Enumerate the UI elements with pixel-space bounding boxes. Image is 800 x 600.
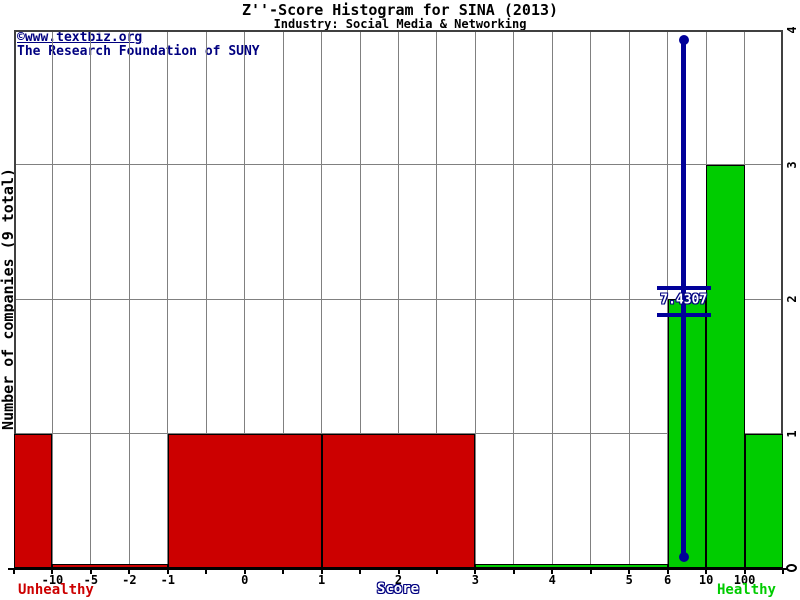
x-tick-label: 5: [625, 573, 633, 587]
histogram-bar-unhealthy: [52, 564, 168, 568]
x-axis-tick: [512, 570, 515, 574]
x-axis-tick: [589, 570, 592, 574]
score-marker-bottom-dot: [678, 552, 689, 562]
x-tick-label: -2: [122, 573, 137, 587]
histogram-bar-healthy: [667, 299, 707, 568]
x-axis-tick: [13, 570, 15, 574]
x-axis-tick: [51, 570, 54, 574]
x-axis-tick: [205, 570, 208, 574]
x-tick-label: 2: [394, 573, 403, 587]
x-axis-tick: [359, 570, 362, 574]
x-axis-tick: [89, 570, 92, 574]
x-tick-label: 3: [471, 573, 480, 587]
axis-end-circle-icon: [786, 564, 797, 572]
score-marker-upper-cap: [656, 286, 711, 290]
x-tick-label: -5: [83, 573, 99, 587]
x-tick-label: -10: [41, 573, 64, 587]
x-tick-label: 10: [698, 573, 714, 587]
score-marker-top-dot: [678, 35, 689, 45]
plot-border-right: [781, 30, 783, 568]
plot-area: -10-5-2-1012345610100012347.4307: [8, 26, 799, 587]
y-tick-label: 1: [785, 429, 799, 438]
x-axis-tick: [320, 570, 323, 574]
x-tick-label: 100: [733, 573, 756, 587]
x-axis-tick: [282, 570, 285, 574]
x-tick-label: 0: [241, 573, 249, 587]
x-axis-tick: [743, 570, 746, 574]
x-axis-tick: [397, 570, 400, 574]
x-tick-label: -1: [160, 573, 176, 587]
unhealthy-label: Unhealthy: [18, 582, 94, 598]
x-axis-tick: [666, 570, 669, 574]
histogram-bar-unhealthy: [167, 433, 322, 568]
x-axis-tick: [705, 570, 708, 574]
score-marker-line: [681, 40, 687, 557]
watermark-link[interactable]: ©www.textbiz.org: [17, 30, 143, 45]
x-axis-tick: [166, 570, 169, 574]
plot-border-left: [14, 30, 16, 568]
score-marker-value-label: 7.4307: [660, 292, 708, 308]
chart-title: Z''-Score Histogram for SINA (2013): [241, 1, 559, 19]
healthy-label: Healthy: [716, 582, 776, 598]
x-axis-tick: [782, 570, 784, 574]
horizontal-gridline: [14, 164, 783, 165]
x-axis-tick: [474, 570, 477, 574]
x-axis-label-score: Score: [376, 581, 420, 597]
histogram-bar-healthy: [706, 164, 745, 568]
horizontal-gridline: [14, 298, 783, 300]
histogram-bar-healthy: [475, 564, 668, 568]
y-tick-label: 4: [785, 26, 799, 34]
watermark-org: The Research Foundation of SUNY: [17, 44, 260, 59]
x-tick-label: 6: [664, 573, 672, 587]
histogram-bar-unhealthy: [321, 433, 476, 568]
x-axis-tick: [128, 570, 131, 574]
y-tick-label: 2: [785, 295, 799, 303]
histogram-bar-unhealthy: [14, 433, 53, 568]
x-axis-line: [8, 568, 789, 570]
x-axis-tick: [243, 570, 246, 574]
y-tick-label: 3: [785, 160, 799, 169]
plot-border-top: [14, 30, 783, 32]
chart-subtitle: Industry: Social Media & Networking: [273, 17, 527, 31]
x-tick-label: 1: [317, 573, 326, 587]
score-marker-lower-cap: [656, 313, 711, 317]
x-tick-label: 4: [548, 573, 556, 587]
x-axis-tick: [628, 570, 631, 574]
x-axis-tick: [435, 570, 438, 574]
x-axis-tick: [551, 570, 554, 574]
histogram-bar-healthy: [744, 433, 783, 568]
